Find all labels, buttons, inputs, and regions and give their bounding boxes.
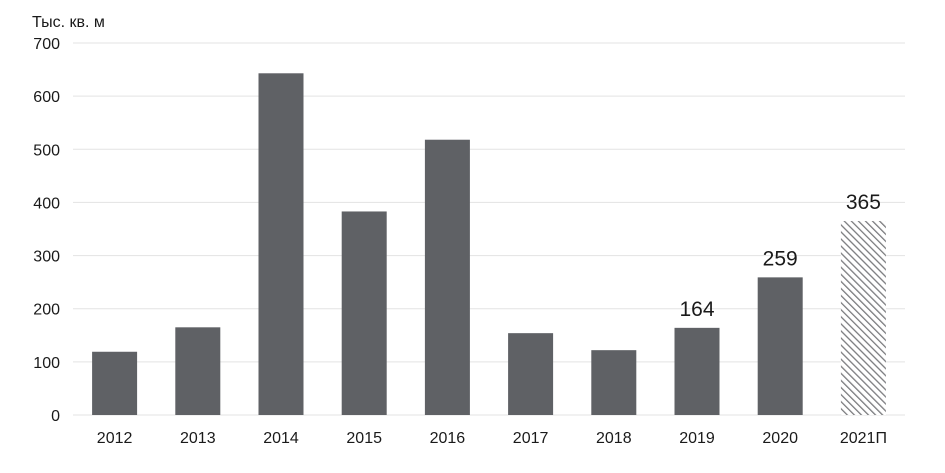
y-axis-unit-label: Тыс. кв. м xyxy=(32,14,105,31)
x-axis-ticks: 2012 2013 2014 2015 2016 2017 2018 2019 2020 2021… xyxy=(97,430,887,447)
bar xyxy=(258,73,304,415)
bar xyxy=(175,327,221,415)
x-tick-label: 2014 xyxy=(263,430,299,447)
bar xyxy=(424,139,470,415)
data-label: 259 xyxy=(763,247,798,270)
x-tick-label: 2019 xyxy=(679,430,715,447)
y-axis-ticks: 0 100 200 300 400 500 600 700 xyxy=(33,36,60,425)
y-tick-label: 0 xyxy=(51,408,60,425)
bar xyxy=(508,333,554,415)
data-labels: 164 259 365 xyxy=(679,191,880,321)
y-tick-label: 400 xyxy=(33,195,60,212)
bar xyxy=(92,351,138,415)
bar-forecast xyxy=(840,221,886,415)
bars xyxy=(92,73,886,415)
y-tick-label: 300 xyxy=(33,249,60,266)
y-tick-label: 700 xyxy=(33,36,60,53)
data-label: 365 xyxy=(846,191,881,214)
data-label: 164 xyxy=(679,298,714,321)
x-tick-label: 2018 xyxy=(596,430,632,447)
x-tick-label: 2021П xyxy=(840,430,887,447)
bar xyxy=(674,327,720,415)
x-tick-label: 2017 xyxy=(513,430,549,447)
x-tick-label: 2012 xyxy=(97,430,133,447)
bar xyxy=(757,277,803,415)
y-tick-label: 200 xyxy=(33,302,60,319)
y-tick-label: 600 xyxy=(33,89,60,106)
y-tick-label: 100 xyxy=(33,355,60,372)
x-tick-label: 2013 xyxy=(180,430,216,447)
bar xyxy=(341,211,387,415)
x-tick-label: 2015 xyxy=(346,430,382,447)
x-tick-label: 2016 xyxy=(430,430,466,447)
y-tick-label: 500 xyxy=(33,142,60,159)
x-tick-label: 2020 xyxy=(762,430,798,447)
bar xyxy=(591,350,637,415)
